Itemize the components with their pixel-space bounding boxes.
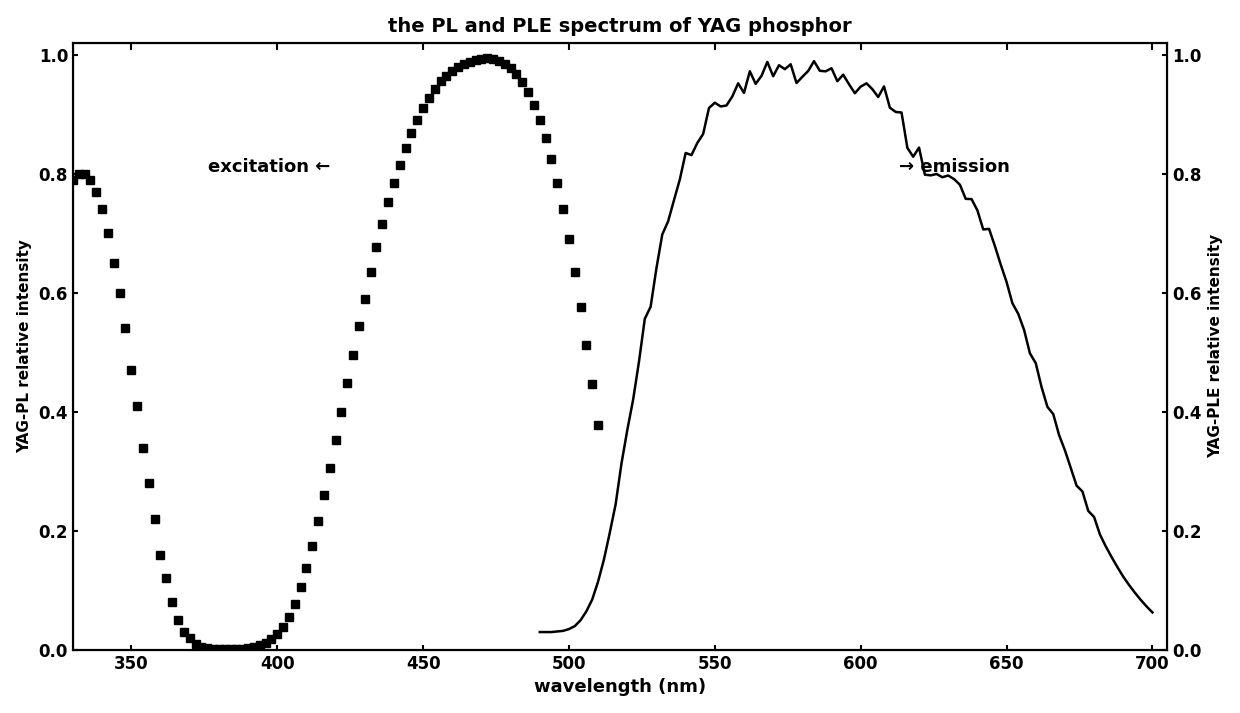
Text: → emission: → emission [899,158,1009,176]
Y-axis label: YAG-PLE relative intensity: YAG-PLE relative intensity [1208,235,1224,458]
Y-axis label: YAG-PL relative intensity: YAG-PL relative intensity [16,240,32,453]
X-axis label: wavelength (nm): wavelength (nm) [534,678,706,697]
Text: excitation ←: excitation ← [208,158,330,176]
Title: the PL and PLE spectrum of YAG phosphor: the PL and PLE spectrum of YAG phosphor [388,16,852,36]
